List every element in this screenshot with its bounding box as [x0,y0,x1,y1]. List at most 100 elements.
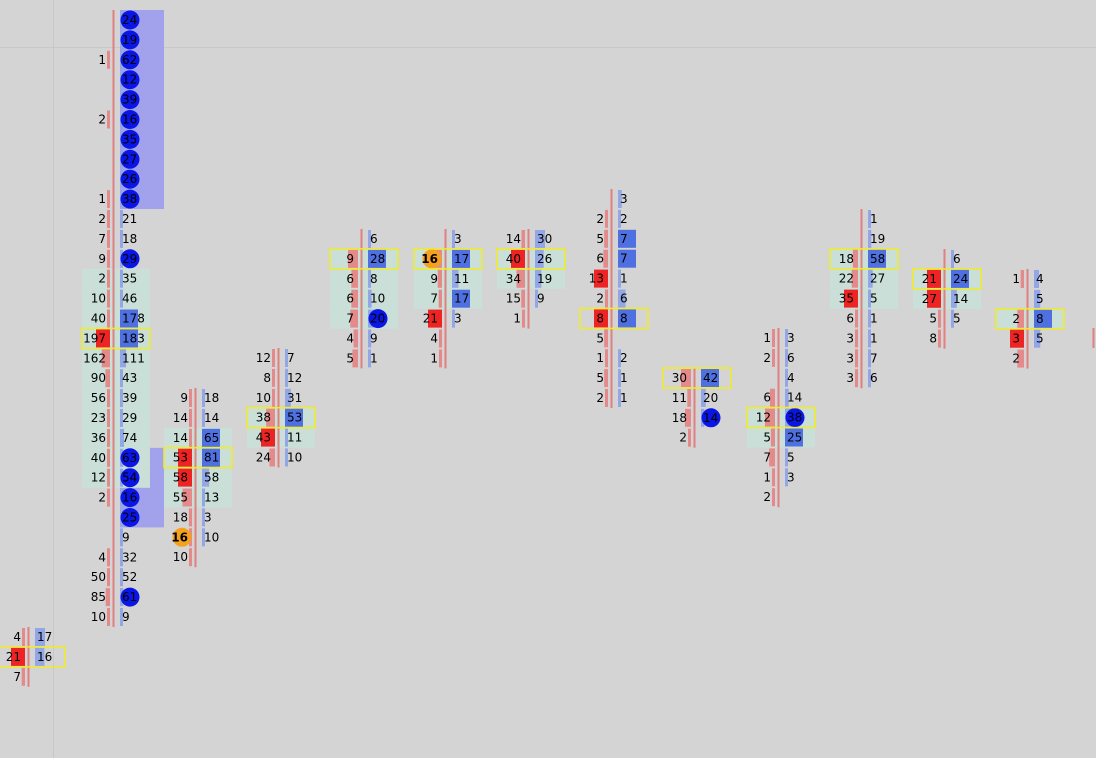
ask-volume-bar [120,568,123,587]
bid-volume-label: 12 [756,411,771,425]
bid-volume-label: 162 [83,351,106,365]
bid-volume-bar [604,229,608,248]
ask-volume-bar [868,349,871,368]
ask-volume-label: 62 [122,53,137,67]
bid-volume-bar [855,369,858,388]
bid-volume-bar [938,309,941,328]
ask-volume-bar [785,368,788,387]
bid-volume-bar [101,349,110,368]
poc-outline [746,406,816,429]
bid-volume-bar [107,409,110,427]
ask-volume-label: 1 [870,331,878,345]
bid-volume-bar [107,309,110,328]
ask-imbalance-dot [120,129,140,149]
value-area-band [330,308,398,329]
ask-volume-bar [618,190,622,208]
bid-volume-bar [594,269,608,288]
value-area-band [830,268,898,289]
bid-volume-bar [107,428,110,447]
ask-volume-label: 14 [703,411,718,425]
ask-volume-label: 39 [122,93,137,107]
bid-volume-label: 22 [839,272,854,286]
ask-volume-label: 24 [122,13,137,27]
ask-volume-bar [120,309,138,328]
ask-imbalance-dot [368,309,388,329]
bid-volume-bar [851,269,858,288]
bid-volume-label: 30 [672,371,687,385]
ask-volume-label: 27 [122,152,137,166]
ask-volume-bar [202,428,220,447]
poc-outline [81,327,151,350]
bid-volume-bar [22,628,25,646]
bid-volume-bar [437,269,442,288]
footprint-column-c10: 1 3 2 6 4 6 14 12 38 5 25 7 5 1 3 2 [756,331,805,504]
ask-volume-label: 1 [370,351,378,365]
bid-volume-label: 18 [173,510,188,524]
ask-volume-label: 178 [122,312,145,326]
ask-volume-bar [368,329,372,348]
footprint-column-c5: 6 9 28 6 8 6 10 7 20 4 9 5 1 [346,232,388,365]
bid-volume-label: 4 [13,630,21,644]
bid-volume-label: 9 [98,252,106,266]
bid-volume-label: 16 [421,252,438,266]
bid-volume-bar [927,269,941,288]
bid-volume-bar [21,667,25,686]
bid-volume-bar [107,608,110,626]
bid-volume-bar [189,389,192,407]
bid-volume-bar [107,548,110,567]
value-area-band [82,348,150,369]
poc-outline [413,248,483,270]
ask-volume-bar [701,388,706,407]
ask-volume-bar [618,369,621,388]
ask-volume-label: 6 [620,292,628,306]
poc-outline [329,248,399,270]
ask-volume-label: 3 [620,192,628,206]
bid-volume-bar [96,329,110,348]
bid-volume-bar [272,349,275,367]
poc-outline [0,646,66,668]
bid-volume-bar [107,389,110,408]
bid-volume-bar [352,349,358,368]
ask-volume-label: 9 [122,530,130,544]
ask-volume-label: 1 [620,391,628,405]
bid-volume-label: 5 [596,232,604,246]
bid-volume-label: 2 [98,491,106,505]
bid-volume-label: 2 [98,272,106,286]
bid-volume-bar [107,468,110,487]
bid-volume-label: 5 [596,371,604,385]
ask-volume-bar [368,289,372,308]
ask-volume-label: 2 [620,212,628,226]
ask-imbalance-dot [120,468,140,488]
ask-volume-bar [618,349,621,368]
ask-volume-label: 14 [787,391,802,405]
bid-volume-bar [105,588,110,607]
bid-volume-label: 10 [91,292,106,306]
ask-volume-label: 5 [870,292,878,306]
ask-volume-bar [785,329,788,347]
poc-outline [163,446,233,469]
bid-volume-bar [688,428,691,447]
ask-volume-label: 54 [122,471,137,485]
ask-volume-label: 16 [37,650,52,664]
ask-volume-bar [951,289,957,308]
bid-volume-bar [769,448,775,467]
ask-volume-label: 1 [870,212,878,226]
bid-volume-label: 2 [763,490,771,504]
bid-volume-bar [350,309,358,328]
ask-volume-label: 21 [122,212,137,226]
bid-volume-label: 90 [91,371,106,385]
bid-volume-label: 27 [922,292,937,306]
ask-volume-label: 53 [287,411,302,425]
ask-volume-bar [285,388,291,407]
ask-volume-bar [120,369,123,388]
ask-volume-bar [285,349,288,367]
bid-volume-label: 10 [91,610,106,624]
bid-volume-bar [438,289,442,308]
ask-volume-label: 46 [122,292,137,306]
bid-volume-label: 40 [91,451,106,465]
bid-imbalance-dot [172,527,192,547]
bid-volume-label: 3 [846,351,854,365]
ask-volume-label: 32 [122,550,137,564]
